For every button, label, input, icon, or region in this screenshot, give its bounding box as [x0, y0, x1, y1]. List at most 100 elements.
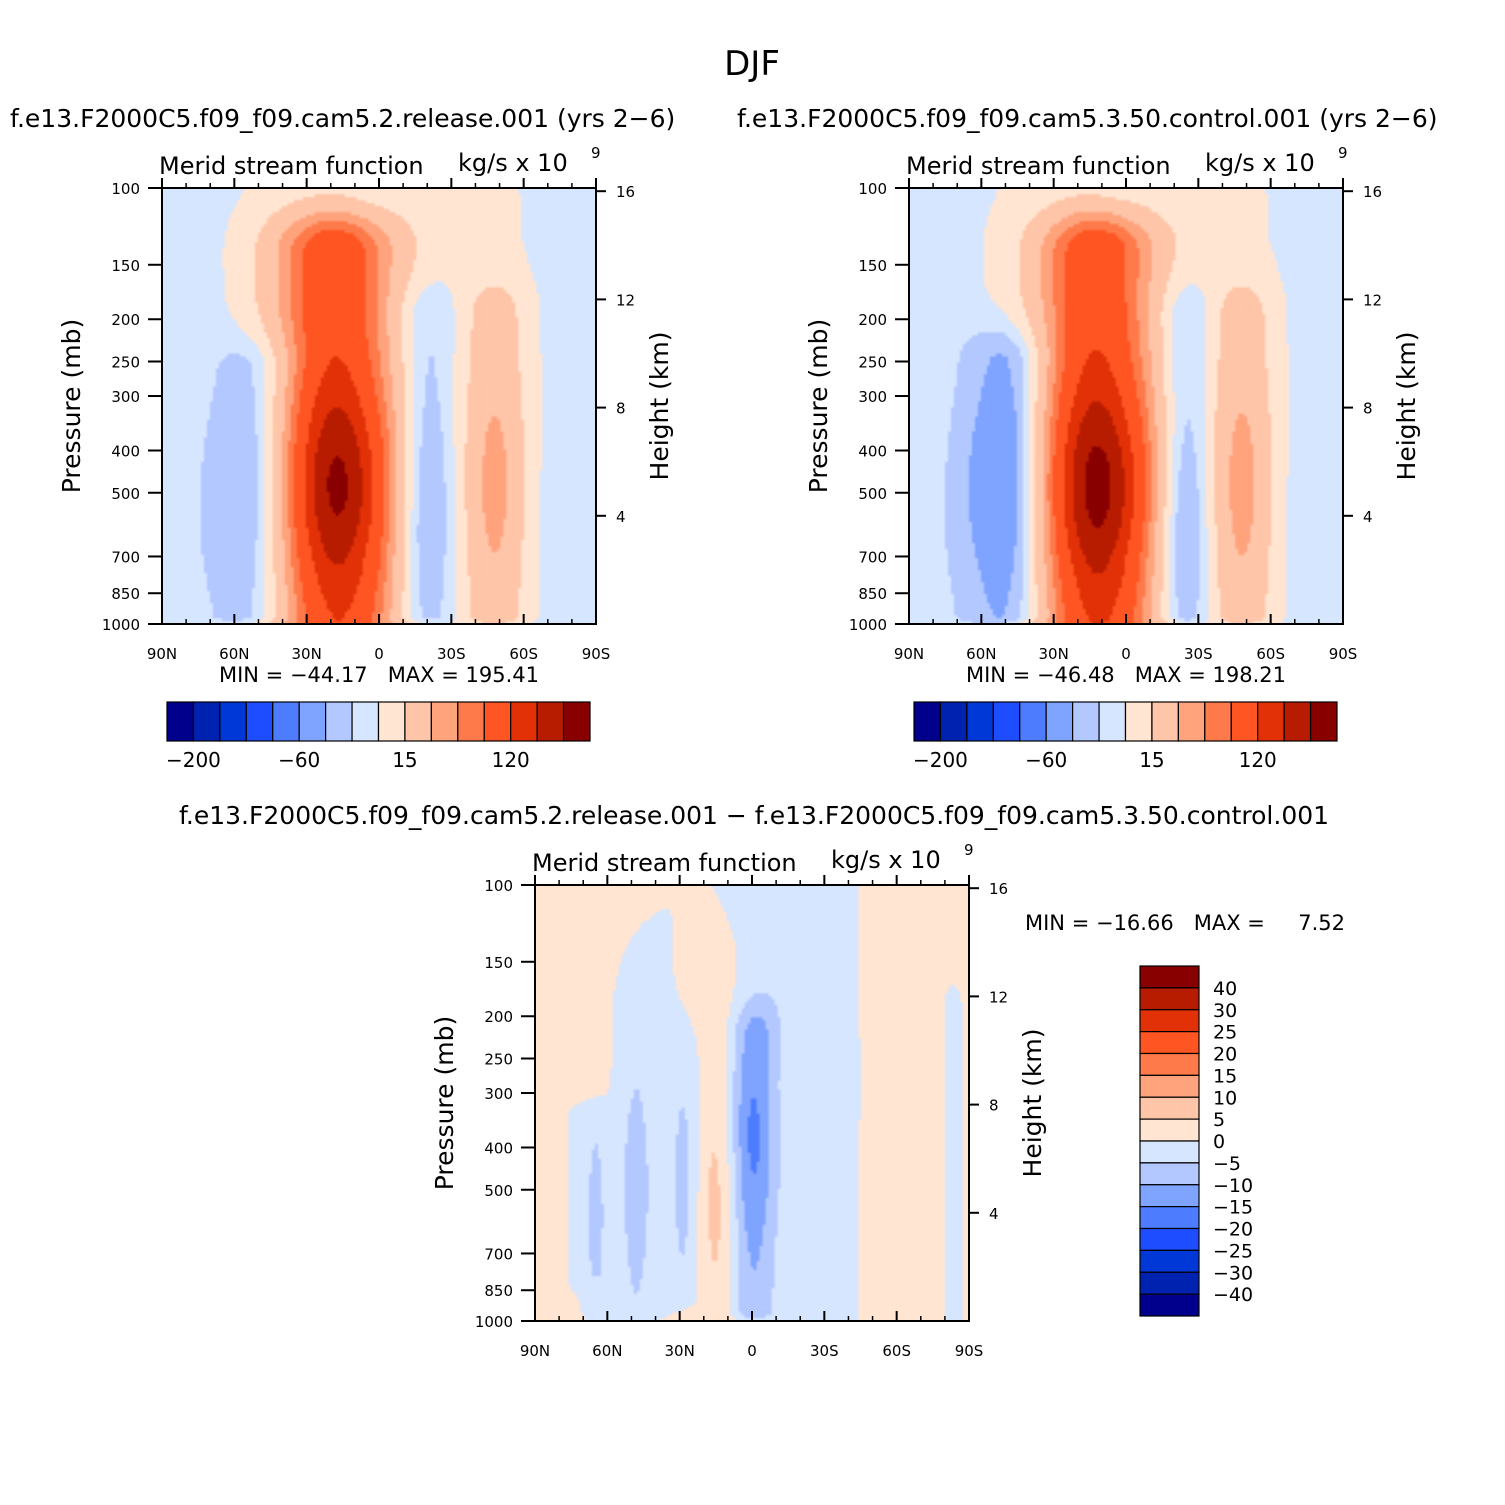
variable-title: Merid stream function — [532, 849, 797, 877]
units-exponent: 9 — [591, 144, 601, 162]
z-tick-label: 4 — [989, 1205, 999, 1223]
min-max-stats: MIN = −44.17 MAX = 195.41 — [219, 663, 539, 687]
y-axis-label: Pressure (mb) — [804, 319, 833, 493]
y-axis-label: Pressure (mb) — [430, 1016, 459, 1190]
p-tick-label: 150 — [111, 257, 140, 275]
colorbar-label: −200 — [166, 748, 221, 772]
x-tick-label: 60S — [1256, 645, 1285, 663]
colorbar-swatch — [1139, 1227, 1200, 1251]
colorbar-swatch — [1139, 1118, 1200, 1142]
z-tick-label: 16 — [1363, 183, 1382, 201]
colorbar-swatch — [1072, 701, 1100, 742]
colorbar-swatch — [1283, 701, 1312, 742]
figure-title: DJF — [724, 44, 780, 84]
min-max-stats: MIN = −46.48 MAX = 198.21 — [966, 663, 1286, 687]
colorbar-label: −5 — [1213, 1153, 1241, 1175]
colorbar-swatch — [1124, 701, 1153, 742]
p-tick-label: 500 — [111, 485, 140, 503]
panel-1-case-title: f.e13.F2000C5.f09_f09.cam5.2.release.001… — [10, 104, 675, 133]
x-tick-label: 30N — [292, 645, 322, 663]
variable-title: Merid stream function — [159, 152, 424, 180]
p-tick-label: 400 — [858, 442, 887, 460]
colorbar-swatch — [377, 701, 406, 742]
p-tick-label: 100 — [858, 180, 887, 198]
units-label: kg/s x 10 — [458, 149, 568, 177]
z-tick-label: 4 — [1363, 508, 1373, 526]
colorbar-label: 15 — [1213, 1065, 1237, 1087]
panel-3: 90N 60N 30N 0 30S 60S 90S100150200250300400500… — [430, 841, 1345, 1360]
colorbar-label: −60 — [278, 748, 320, 772]
p-tick-label: 150 — [484, 954, 513, 972]
colorbar-swatch — [1139, 1271, 1200, 1295]
p-tick-label: 300 — [858, 388, 887, 406]
colorbar-swatch — [1139, 1074, 1200, 1098]
contour-field — [535, 885, 969, 1321]
colorbar-label: −60 — [1025, 748, 1067, 772]
x-tick-label: 30S — [810, 1342, 839, 1360]
panel-1: 90N 60N 30N 0 30S 60S 90S 100 150 200 250 300 400 500… — [57, 144, 674, 772]
x-tick-label: 30N — [665, 1342, 695, 1360]
colorbar-swatch — [245, 701, 274, 742]
colorbar-swatch — [939, 701, 968, 742]
colorbar-swatch — [1139, 1140, 1200, 1164]
colorbar-label: 25 — [1213, 1022, 1237, 1044]
y2-axis-label: Height (km) — [645, 332, 674, 481]
p-tick-label: 700 — [484, 1245, 513, 1263]
x-tick-label: 90S — [582, 645, 611, 663]
x-tick-label: 90S — [1329, 645, 1358, 663]
colorbar-swatch — [536, 701, 565, 742]
colorbar-swatch — [166, 701, 195, 742]
p-tick-label: 850 — [484, 1282, 513, 1300]
colorbar-swatch — [1139, 1052, 1200, 1076]
colorbar-swatch — [272, 701, 300, 742]
colorbar-label: −10 — [1213, 1175, 1253, 1197]
colorbar-swatch — [457, 701, 485, 742]
colorbar-swatch — [1177, 701, 1206, 742]
colorbar-swatch — [219, 701, 247, 742]
colorbar-label: −40 — [1213, 1284, 1253, 1306]
colorbar-swatch — [966, 701, 994, 742]
p-tick-label: 150 — [858, 257, 887, 275]
colorbar-label: 15 — [1139, 748, 1164, 772]
p-tick-label: 100 — [484, 877, 513, 895]
colorbar-label: 40 — [1213, 978, 1237, 1000]
z-tick-label: 16 — [989, 880, 1008, 898]
panel-2-case-title: f.e13.F2000C5.f09_f09.cam5.3.50.control.… — [737, 104, 1438, 133]
colorbar-swatch — [992, 701, 1021, 742]
colorbar-swatch — [404, 701, 432, 742]
p-tick-label: 400 — [484, 1139, 513, 1157]
colorbar-swatch — [1257, 701, 1285, 742]
units-exponent: 9 — [964, 841, 974, 859]
p-tick-label: 200 — [484, 1008, 513, 1026]
colorbar-swatch — [1230, 701, 1259, 742]
p-tick-label: 250 — [484, 1051, 513, 1069]
colorbar-label: 10 — [1213, 1087, 1237, 1109]
colorbar-swatch — [1139, 1009, 1200, 1033]
colorbar-swatch — [483, 701, 512, 742]
x-tick-label: 0 — [374, 645, 384, 663]
colorbar-swatch — [510, 701, 538, 742]
p-tick-label: 850 — [858, 585, 887, 603]
z-tick-label: 8 — [616, 400, 626, 418]
colorbar-swatch — [1139, 1096, 1200, 1120]
z-tick-label: 12 — [1363, 291, 1382, 309]
colorbar-swatch — [298, 701, 327, 742]
x-tick-label: 60N — [592, 1342, 622, 1360]
y2-axis-label: Height (km) — [1392, 332, 1421, 481]
colorbar-label: −20 — [1213, 1219, 1253, 1241]
p-tick-label: 500 — [858, 485, 887, 503]
z-tick-label: 16 — [616, 183, 635, 201]
p-tick-label: 200 — [858, 311, 887, 329]
colorbar-label: 120 — [492, 748, 530, 772]
min-max-stats: MIN = −16.66 MAX = 7.52 — [1025, 911, 1345, 935]
z-tick-label: 12 — [989, 988, 1008, 1006]
colorbar-label: 15 — [392, 748, 417, 772]
x-tick-label: 60N — [966, 645, 996, 663]
colorbar-swatch — [351, 701, 380, 742]
p-tick-label: 700 — [111, 548, 140, 566]
units-label: kg/s x 10 — [1205, 149, 1315, 177]
colorbar-swatch — [430, 701, 459, 742]
p-tick-label: 300 — [111, 388, 140, 406]
colorbar-swatch — [1139, 987, 1200, 1011]
units-exponent: 9 — [1338, 144, 1348, 162]
